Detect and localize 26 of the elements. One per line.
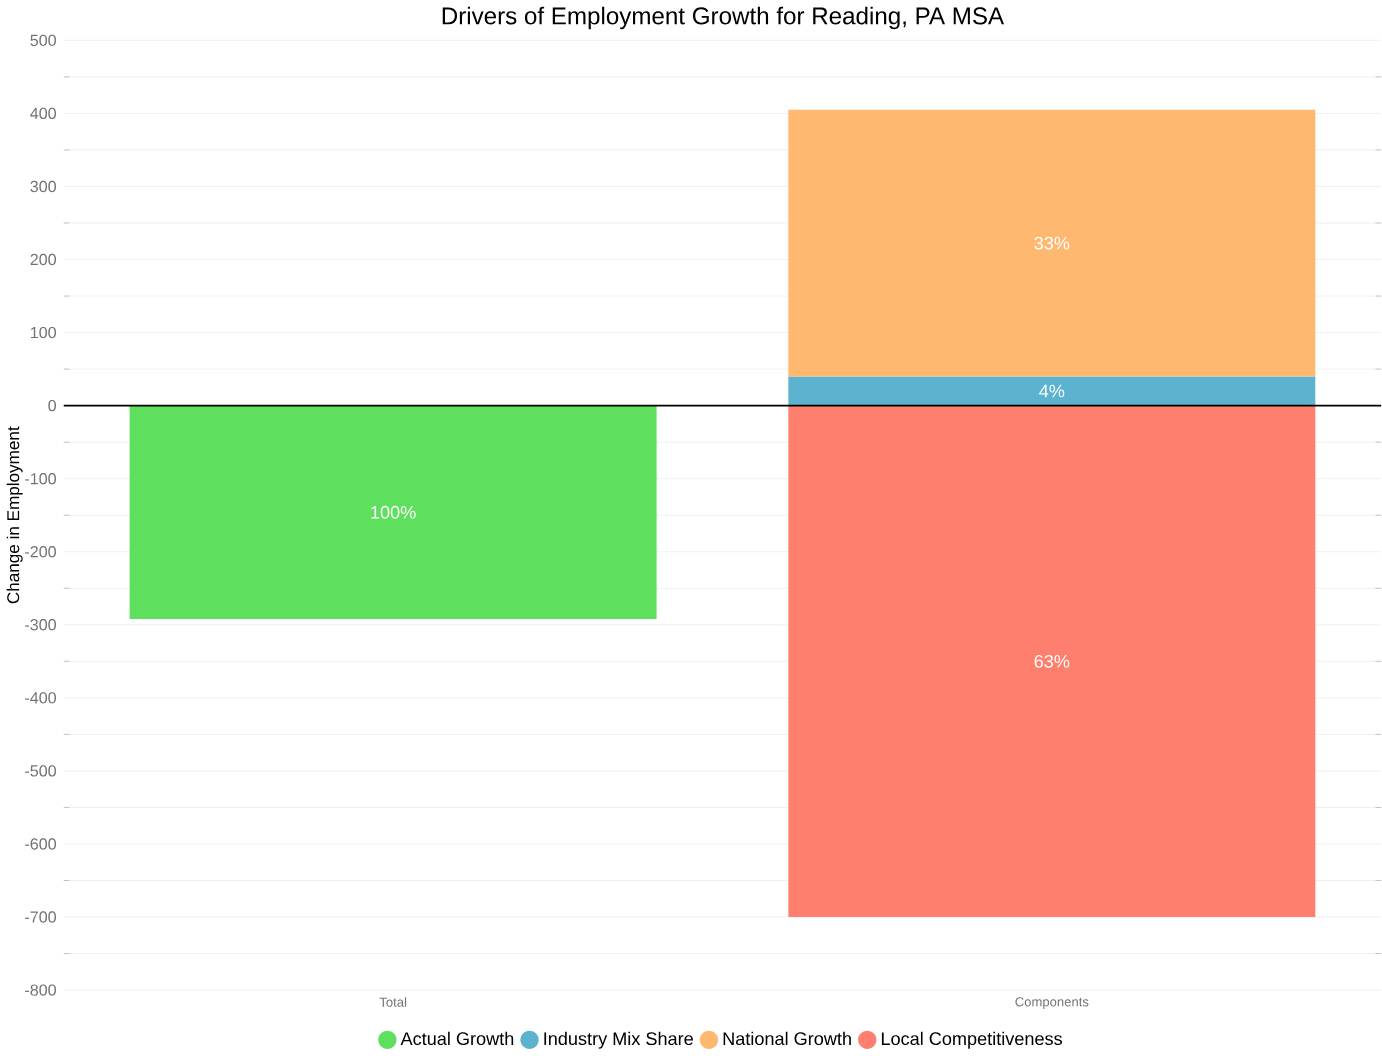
- y-tick-label: -100: [25, 473, 57, 485]
- y-axis-title: Change in Employment: [6, 426, 23, 604]
- chart-title: Drivers of Employment Growth for Reading, PA MSA: [442, 6, 1005, 30]
- y-tick-label: 500: [30, 34, 57, 47]
- annotation: 63%: [1034, 654, 1070, 668]
- legend-label: Industry Mix Share: [544, 1031, 693, 1049]
- y-tick-label: -200: [25, 546, 57, 558]
- y-tick-label: 300: [30, 180, 57, 193]
- y-tick-label: -500: [25, 765, 57, 777]
- legend-label: Actual Growth: [400, 1031, 514, 1046]
- annotation: 33%: [1034, 236, 1070, 250]
- legend-label: National Growth: [723, 1031, 851, 1046]
- y-tick-label: -300: [25, 619, 57, 631]
- y-tick-label: -600: [25, 838, 57, 850]
- y-tick-label: 100: [31, 326, 57, 339]
- y-tick-label: -700: [25, 911, 57, 923]
- annotation: 100%: [371, 505, 416, 519]
- y-tick-label: -800: [25, 984, 57, 996]
- y-tick-label: -400: [25, 692, 57, 704]
- annotation: 4%: [1039, 384, 1065, 398]
- legend-label: Local Competitiveness: [881, 1031, 1063, 1049]
- y-tick-label: 0: [48, 399, 57, 412]
- x-tick-label: Total: [379, 997, 407, 1007]
- y-tick-label: 400: [30, 107, 57, 120]
- x-tick-label: Components: [1015, 997, 1089, 1010]
- y-tick-label: 200: [30, 253, 57, 266]
